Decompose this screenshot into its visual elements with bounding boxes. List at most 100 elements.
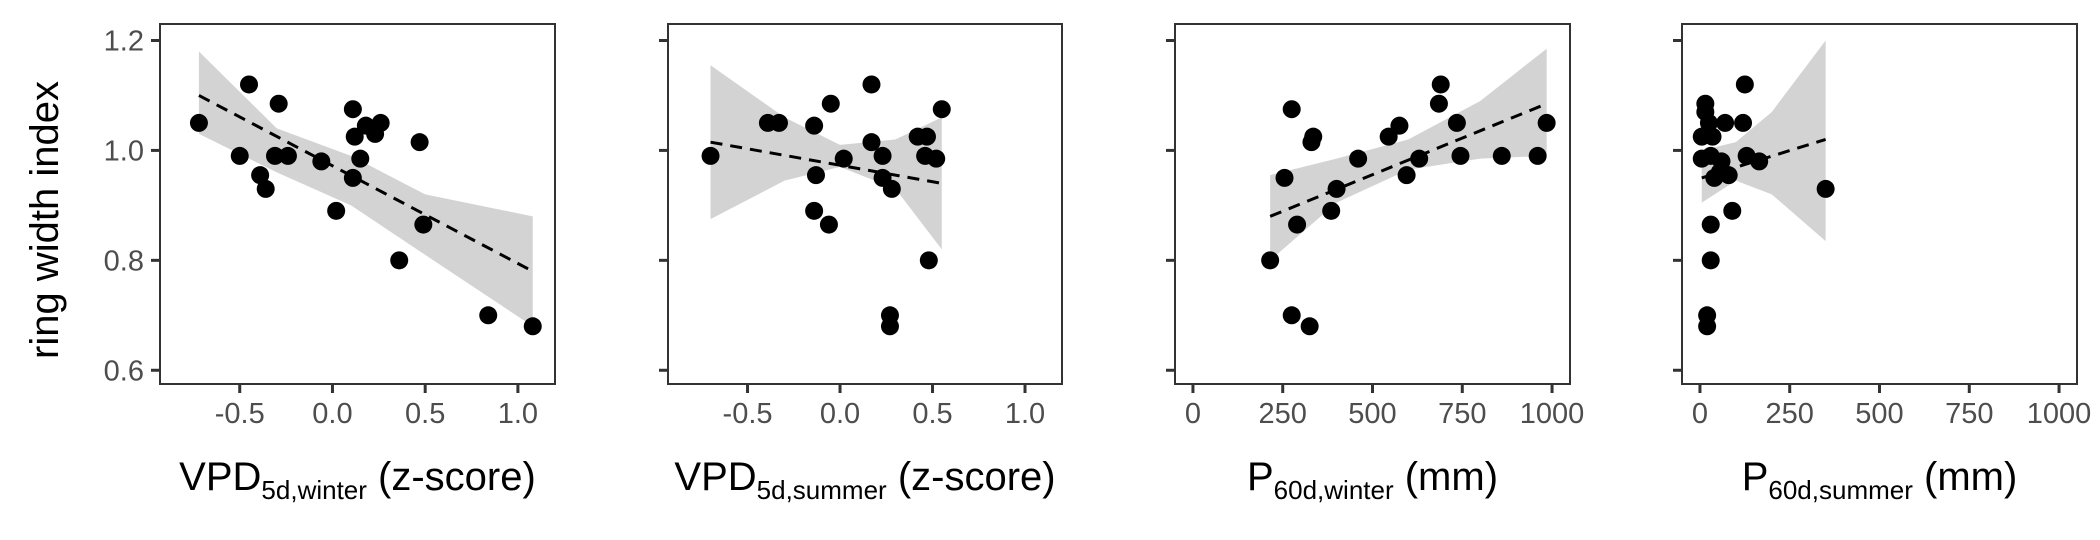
data-point-4 — [805, 116, 824, 135]
data-point-5 — [805, 201, 824, 220]
data-point-10 — [1379, 127, 1398, 146]
data-point-22 — [880, 317, 899, 336]
x-axis-title: VPD5d,winter (z-score) — [179, 455, 536, 505]
data-point-20 — [390, 251, 409, 270]
trend-line — [198, 94, 534, 273]
data-point-16 — [917, 127, 936, 146]
x-tick-label: 500 — [1855, 398, 1903, 430]
data-point-21 — [1282, 306, 1301, 325]
data-point-2 — [240, 75, 259, 94]
x-tick-label: -0.5 — [723, 398, 773, 430]
data-point-11 — [862, 133, 881, 152]
data-point-19 — [1528, 146, 1547, 165]
data-point-1 — [189, 113, 208, 132]
y-tick-label: 1.0 — [104, 135, 144, 167]
data-point-2 — [1275, 168, 1294, 187]
y-tick-label: 0.8 — [104, 245, 144, 277]
data-point-17 — [371, 113, 390, 132]
trend-line — [1269, 102, 1548, 218]
x-tick-label: 0 — [1185, 398, 1201, 430]
data-point-12 — [343, 100, 362, 119]
data-point-19 — [932, 100, 951, 119]
data-point-6 — [256, 179, 275, 198]
data-point-10 — [1716, 113, 1735, 132]
data-point-22 — [523, 317, 542, 336]
data-point-13 — [345, 127, 364, 146]
data-point-8 — [278, 146, 297, 165]
x-axis-title: VPD5d,summer (z-score) — [674, 455, 1055, 505]
x-tick-label: 1.0 — [1005, 398, 1045, 430]
data-point-18 — [927, 149, 946, 168]
panels-group: 0.6 0.8 1.0 1.2 -0.5 0.0 0.5 1.0 VPD5d,winter (z… — [104, 23, 2091, 505]
trend-line — [1701, 137, 1827, 180]
data-point-12 — [1723, 201, 1742, 220]
data-point-19 — [414, 215, 433, 234]
data-point-6 — [1304, 127, 1323, 146]
panel-4: 0 250 500 750 1000 P60d,summer (mm) — [1673, 23, 2091, 505]
data-point-14 — [1429, 94, 1448, 113]
data-point-1 — [701, 146, 720, 165]
data-point-18 — [1701, 215, 1720, 234]
data-point-3 — [269, 94, 288, 113]
data-point-4 — [230, 146, 249, 165]
data-point-15 — [1431, 75, 1450, 94]
data-point-13 — [1734, 113, 1753, 132]
y-tick-label: 1.2 — [104, 25, 144, 57]
data-point-9 — [834, 149, 853, 168]
panel-frame — [667, 23, 1063, 385]
x-tick-label: 250 — [1766, 398, 1814, 430]
data-point-5 — [251, 166, 270, 185]
data-point-20 — [919, 251, 938, 270]
data-point-7 — [1322, 201, 1341, 220]
data-point-7 — [1703, 127, 1722, 146]
data-point-22 — [1300, 317, 1319, 336]
x-tick-label: 0.5 — [405, 398, 445, 430]
panel-2: -0.5 0.0 0.5 1.0 VPD5d,summer (z-score) — [659, 23, 1063, 505]
data-point-16 — [1750, 152, 1769, 171]
confidence-ribbon — [198, 51, 533, 327]
x-tick-label: 0.0 — [820, 398, 860, 430]
data-point-10 — [327, 201, 346, 220]
data-point-9 — [1349, 149, 1368, 168]
data-point-18 — [410, 133, 429, 152]
data-point-20 — [1537, 113, 1556, 132]
x-tick-label: 0.0 — [312, 398, 352, 430]
data-point-1 — [1261, 251, 1280, 270]
panel-frame — [159, 23, 556, 385]
y-axis-title: ring width index — [23, 81, 67, 359]
confidence-ribbon — [1701, 40, 1826, 242]
x-tick-label: 0 — [1692, 398, 1708, 430]
data-point-14 — [351, 149, 370, 168]
data-point-17 — [1816, 179, 1835, 198]
data-point-3 — [1282, 100, 1301, 119]
data-point-3 — [769, 113, 788, 132]
data-point-10 — [862, 75, 881, 94]
data-point-6 — [806, 166, 825, 185]
data-point-17 — [1451, 146, 1470, 165]
data-point-21 — [479, 306, 498, 325]
x-axis-title: P60d,summer (mm) — [1742, 455, 2018, 505]
panel-3: 0 250 500 750 1000 P60d,winter (mm) — [1166, 23, 1585, 505]
y-tick-label: 0.6 — [104, 355, 144, 387]
x-tick-label: 1000 — [1520, 398, 1585, 430]
data-point-12 — [873, 146, 892, 165]
data-point-4 — [1288, 215, 1307, 234]
data-point-14 — [1735, 75, 1754, 94]
data-point-18 — [1492, 146, 1511, 165]
data-point-16 — [1447, 113, 1466, 132]
x-tick-label: 750 — [1945, 398, 1993, 430]
x-tick-label: 250 — [1259, 398, 1307, 430]
data-point-7 — [265, 146, 284, 165]
data-point-12 — [1397, 166, 1416, 185]
data-point-22 — [1710, 163, 1729, 182]
x-tick-label: 0.5 — [912, 398, 952, 430]
x-axis-title: P60d,winter (mm) — [1247, 455, 1498, 505]
data-point-9 — [312, 152, 331, 171]
x-tick-label: 500 — [1348, 398, 1396, 430]
x-tick-label: 750 — [1438, 398, 1486, 430]
x-tick-label: -0.5 — [215, 398, 265, 430]
data-point-21 — [1698, 317, 1717, 336]
panel-1: 0.6 0.8 1.0 1.2 -0.5 0.0 0.5 1.0 VPD5d,winter (z… — [104, 23, 556, 505]
data-point-14 — [882, 179, 901, 198]
